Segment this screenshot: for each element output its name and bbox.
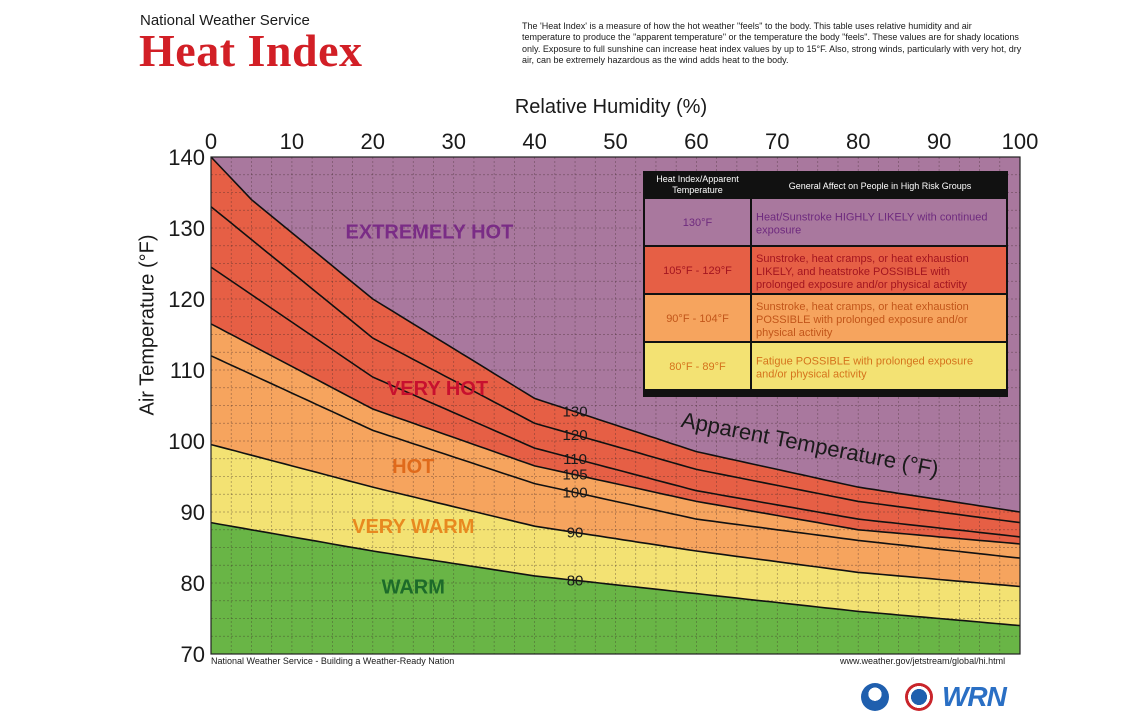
curve-105 [211,323,1020,545]
y-tick-label: 90 [181,500,205,525]
y-tick-label: 130 [168,216,205,241]
legend-header-range: Heat Index/Apparent Temperature [656,174,739,195]
footer-tagline: National Weather Service - Building a We… [211,656,455,666]
curve-label-100: 100 [563,484,588,501]
legend-effect-2: Sunstroke, heat cramps, or heat exhausti… [756,301,969,339]
x-axis-label-text: Relative Humidity (%) [514,96,708,118]
region-label-extremely-hot: EXTREMELY HOT [346,222,514,244]
description-text: The 'Heat Index' is a measure of how the… [522,21,1022,65]
x-tick-label: 0 [205,129,217,154]
legend-header-effect: General Affect on People in High Risk Gr… [789,181,972,191]
nws-logo [905,683,933,711]
legend-effect-3: Fatigue POSSIBLE with prolonged exposure… [756,356,973,381]
legend-effect-0: Heat/Sunstroke HIGHLY LIKELY with contin… [756,212,988,237]
region-label-hot: HOT [392,456,434,478]
y-tick-label: 110 [170,358,205,383]
curve-130 [211,157,1020,513]
y-tick-label: 70 [181,642,205,667]
curve-80 [211,521,1020,627]
curve-label-105: 105 [563,467,588,484]
legend-cell-3 [752,343,1006,389]
region-warm [211,522,1020,654]
y-tick-label: 140 [168,145,205,170]
x-tick-label: 80 [846,129,870,154]
curve-label-130: 130 [563,404,588,421]
x-tick-label: 100 [1002,129,1039,154]
curve-label-90: 90 [567,524,584,541]
curve-90 [211,443,1020,588]
region-label-very-hot: VERY HOT [387,378,488,400]
x-tick-label: 30 [441,129,465,154]
curve-label-110: 110 [563,451,587,468]
y-tick-label: 100 [168,429,205,454]
curve-110 [211,266,1020,538]
x-axis-label: Relative Humidity (%) [0,96,1140,119]
x-tick-label: 10 [280,129,304,154]
legend-swatch-0 [645,199,750,245]
wrn-logo: WRN [942,681,1007,712]
legend-effect-1: Sunstroke, heat cramps, or heat exhausti… [756,253,969,291]
curve-label-120: 120 [563,427,588,444]
noaa-logo [861,683,889,711]
footer-url[interactable]: www.weather.gov/jetstream/global/hi.html [840,656,1006,666]
curve-100 [211,355,1020,559]
agency-name: National Weather Service [140,12,310,29]
legend-table: Heat Index/Apparent Temperature General Af… [643,171,1008,397]
curve-label-80: 80 [567,572,584,589]
legend-swatch-2 [645,295,750,341]
region-label-very-warm: VERY WARM [352,516,474,538]
legend-range-1: 105°F - 129°F [663,265,732,277]
x-tick-label: 50 [603,129,627,154]
legend-cell-2 [752,295,1006,341]
legend-cell-0 [752,199,1006,245]
x-tick-label: 90 [927,129,951,154]
x-tick-label: 60 [684,129,708,154]
x-tick-label: 20 [361,129,385,154]
plot-border [210,156,1021,655]
curve-120 [211,206,1020,524]
legend-range-0: 130°F [683,217,713,229]
x-tick-label: 70 [765,129,789,154]
legend-cell-1 [752,247,1006,293]
y-tick-label: 80 [181,571,205,596]
legend-range-3: 80°F - 89°F [669,361,726,373]
legend-swatch-1 [645,247,750,293]
region-label-warm: WARM [382,577,445,599]
x-tick-label: 40 [522,129,546,154]
legend-swatch-3 [645,343,750,389]
y-tick-label: 120 [168,287,205,312]
legend-range-2: 90°F - 104°F [666,313,729,325]
page-title: Heat Index [139,25,363,76]
